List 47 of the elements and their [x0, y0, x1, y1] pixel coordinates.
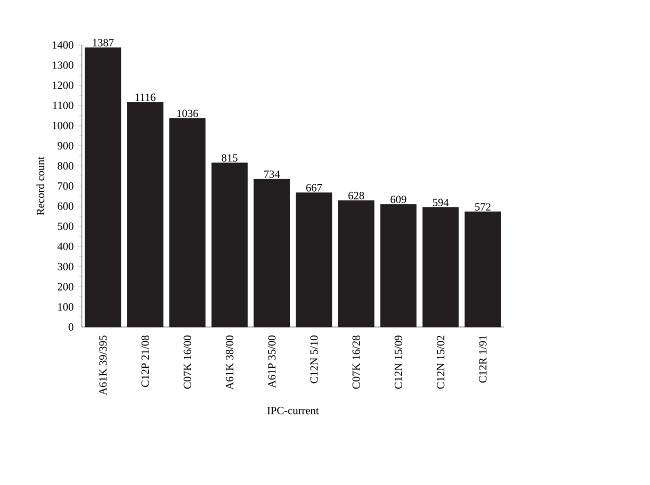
y-tick-label: 1000: [52, 122, 74, 130]
data-label: 572: [475, 203, 490, 211]
y-tick-label: 100: [58, 303, 74, 311]
x-tick-label: A61P 35/00: [268, 336, 276, 388]
y-tick-label: 300: [58, 262, 74, 270]
x-tick-label: A61K 38/00: [226, 336, 234, 390]
y-tick-label: 900: [58, 142, 74, 150]
data-label: 734: [264, 170, 280, 178]
data-label: 815: [222, 154, 238, 162]
y-tick-label: 1200: [52, 82, 74, 89]
bar: [211, 162, 248, 328]
x-tick-label: C12N 15/02: [436, 336, 444, 389]
bar: [464, 212, 501, 328]
y-tick-label: 1400: [52, 41, 74, 49]
y-tick-label: 1100: [53, 102, 74, 110]
x-axis-title: IPC-current: [267, 406, 319, 414]
bar: [127, 102, 164, 328]
data-label: 609: [390, 196, 406, 204]
y-tick-label: 600: [58, 202, 74, 210]
bar: [254, 178, 290, 328]
x-tick-label: C07K 16/28: [352, 336, 360, 389]
y-tick-label: 200: [58, 283, 74, 290]
data-label: 667: [306, 184, 322, 192]
bar: [338, 200, 374, 328]
x-tick-label: C12P 21/08: [141, 336, 149, 387]
y-tick-label: 400: [57, 242, 74, 250]
y-tick-label: 0: [68, 323, 74, 331]
data-label: 1036: [177, 110, 198, 118]
bar: [296, 192, 332, 328]
data-label: 1116: [136, 94, 156, 102]
x-tick-label: C12N 15/09: [394, 336, 402, 389]
x-tick-label: C07K 16/00: [184, 336, 192, 389]
bar: [422, 207, 459, 328]
data-label: 628: [348, 192, 364, 200]
data-label: 1387: [92, 39, 114, 46]
y-tick-label: 500: [58, 222, 74, 230]
y-tick-label: 700: [58, 182, 74, 190]
y-tick-label: 1300: [52, 61, 74, 69]
bar: [169, 118, 206, 328]
x-tick-label: A61K 39/395: [99, 336, 107, 396]
x-tick-label: C12R 1/91: [479, 336, 486, 383]
y-tick-label: 800: [58, 162, 74, 170]
bar: [380, 204, 417, 328]
x-tick-label: C12N 5/10: [310, 336, 318, 384]
y-axis-title: Record count: [36, 156, 44, 216]
bar: [84, 47, 122, 328]
data-label: 594: [432, 198, 449, 206]
